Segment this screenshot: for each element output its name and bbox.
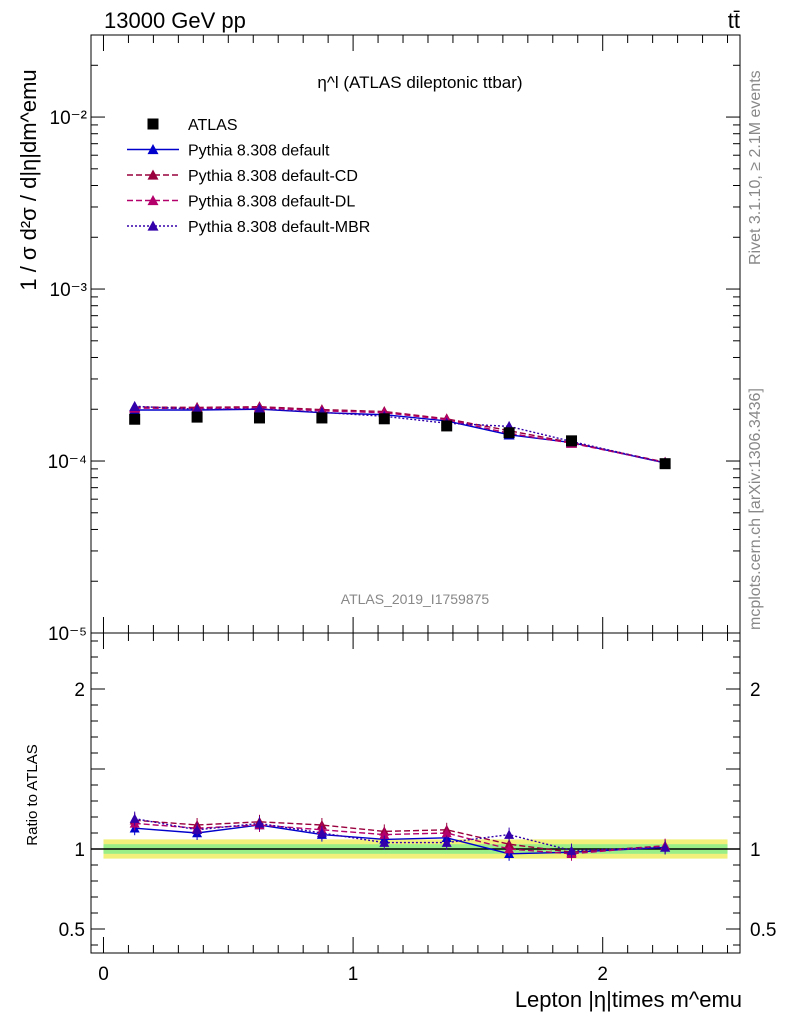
- marker-triangle: [147, 220, 159, 231]
- ratio-series-line: [134, 819, 666, 853]
- marker-triangle: [147, 144, 159, 155]
- y-tick-label: 10⁻³: [50, 280, 88, 301]
- y-tick-label: 10⁻⁵: [48, 624, 87, 645]
- mcplots-label: mcplots.cern.ch [arXiv:1306.3436]: [747, 388, 764, 630]
- ratio-x-ticks: 0 1 2: [98, 633, 729, 985]
- series-line: [134, 407, 666, 464]
- marker-triangle: [504, 829, 515, 839]
- marker-triangle: [129, 400, 141, 411]
- marker-triangle: [660, 842, 671, 852]
- main-panel: η^l (ATLAS dileptonic ttbar) 1 / σ d²σ /…: [16, 34, 741, 645]
- marker-square: [129, 413, 141, 425]
- marker-triangle: [191, 403, 203, 414]
- marker-square: [441, 420, 453, 432]
- energy-label: 13000 GeV pp: [104, 8, 246, 33]
- marker-triangle: [254, 818, 265, 828]
- marker-triangle: [316, 828, 327, 838]
- main-x-ticks: [102, 35, 729, 633]
- legend-label: Pythia 8.308 default-CD: [188, 168, 358, 185]
- marker-triangle: [379, 837, 390, 847]
- rivet-label: Rivet 3.1.10, ≥ 2.1M events: [747, 70, 764, 265]
- marker-square: [659, 458, 671, 470]
- ratio-panel: Ratio to ATLAS Lepton |η|times m^emu 0.5…: [24, 632, 776, 1012]
- marker-square: [503, 427, 515, 439]
- ratio-tick-label: 0.5: [59, 920, 85, 941]
- main-y-ticks: 10⁻⁵ 10⁻⁴ 10⁻³ 10⁻²: [48, 34, 740, 645]
- x-tick-label: 0: [98, 964, 109, 985]
- marker-triangle: [566, 845, 577, 855]
- marker-square: [316, 412, 328, 424]
- marker-square: [191, 411, 203, 423]
- marker-triangle: [253, 403, 265, 414]
- ratio-tick-label-right: 2: [750, 680, 761, 701]
- marker-square: [253, 412, 265, 424]
- legend-label: Pythia 8.308 default-MBR: [188, 219, 370, 236]
- marker-square: [566, 435, 578, 447]
- y-tick-label: 10⁻⁴: [48, 452, 87, 473]
- ratio-y-axis-label: Ratio to ATLAS: [24, 744, 41, 845]
- legend-label: ATLAS: [188, 117, 238, 134]
- legend-label: Pythia 8.308 default-DL: [188, 194, 355, 211]
- process-label: tt̄: [728, 8, 740, 33]
- ratio-y-ticks: 0.5 0.5 1 1 2 2: [59, 640, 776, 946]
- main-title: η^l (ATLAS dileptonic ttbar): [317, 73, 522, 92]
- ratio-tick-label-right: 0.5: [750, 920, 776, 941]
- main-y-axis-label: 1 / σ d²σ / d|η|dm^emu: [16, 69, 41, 290]
- ratio-tick-label: 1: [74, 840, 85, 861]
- marker-triangle: [441, 828, 452, 838]
- marker-triangle: [379, 829, 390, 839]
- marker-triangle: [147, 169, 159, 180]
- ratio-frame: [90, 632, 741, 954]
- marker-triangle: [147, 195, 159, 206]
- legend: ATLAS Pythia 8.308 default Pythia 8.308 de…: [127, 117, 370, 236]
- ratio-tick-label-right: 1: [750, 840, 761, 861]
- marker-triangle: [192, 824, 203, 835]
- ratio-series: [129, 811, 671, 861]
- marker-square: [147, 118, 159, 130]
- marker-triangle: [441, 837, 452, 847]
- watermark: ATLAS_2019_I1759875: [341, 591, 490, 607]
- legend-label: Pythia 8.308 default: [188, 143, 330, 160]
- y-tick-label: 10⁻²: [50, 108, 88, 129]
- x-tick-label: 1: [348, 964, 359, 985]
- main-series: [129, 400, 671, 470]
- marker-square: [378, 413, 390, 425]
- marker-triangle: [129, 813, 140, 823]
- x-tick-label: 2: [597, 964, 608, 985]
- x-axis-label: Lepton |η|times m^emu: [515, 987, 742, 1012]
- series-line: [134, 408, 666, 464]
- marker-triangle: [504, 844, 515, 854]
- ratio-tick-label: 2: [74, 680, 85, 701]
- series-line: [134, 405, 666, 463]
